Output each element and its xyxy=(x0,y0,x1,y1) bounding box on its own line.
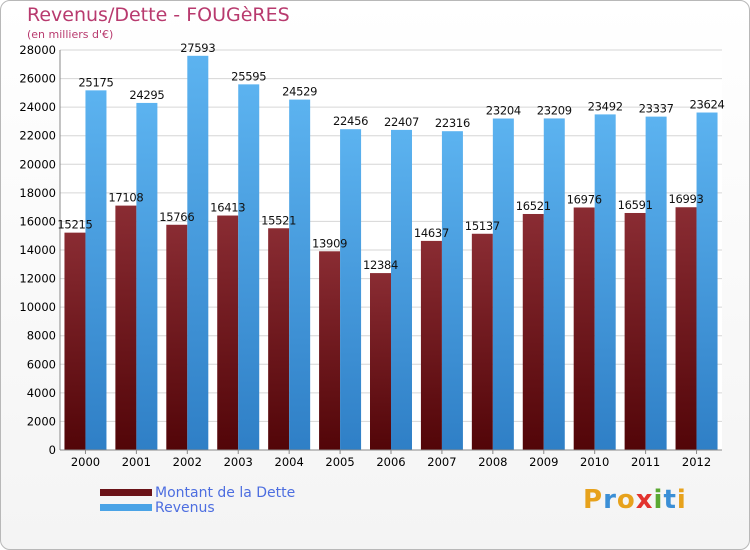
bar-dette-2002 xyxy=(166,224,188,450)
data-label-revenus-2005: 22456 xyxy=(333,114,368,128)
data-label-revenus-2011: 23337 xyxy=(639,102,674,116)
logo-letter: i xyxy=(653,485,664,515)
bar-dette-2000 xyxy=(64,232,86,450)
data-label-dette-2002: 15766 xyxy=(159,210,194,224)
logo-letter: r xyxy=(603,485,617,515)
data-label-dette-2005: 13909 xyxy=(312,236,347,250)
legend-label-revenus: Revenus xyxy=(155,500,215,516)
bar-dette-2009 xyxy=(522,213,544,450)
bar-revenus-2010 xyxy=(594,114,616,451)
data-label-revenus-2008: 23204 xyxy=(486,104,521,118)
data-label-dette-2006: 12384 xyxy=(363,258,398,272)
bar-dette-2004 xyxy=(268,228,290,450)
y-tick-label: 20000 xyxy=(19,157,56,171)
data-label-dette-2001: 17108 xyxy=(108,191,143,205)
y-tick-label: 14000 xyxy=(19,243,56,257)
y-tick-label: 18000 xyxy=(19,186,56,200)
data-label-revenus-2001: 24295 xyxy=(129,88,164,102)
data-label-dette-2011: 16591 xyxy=(618,198,653,212)
bar-dette-2007 xyxy=(420,240,442,450)
logo-letter: i xyxy=(676,485,687,515)
x-tick-label-2011: 2011 xyxy=(631,455,660,469)
bar-revenus-2007 xyxy=(441,131,463,450)
x-tick-label-2008: 2008 xyxy=(478,455,507,469)
data-label-dette-2009: 16521 xyxy=(516,199,551,213)
data-label-revenus-2002: 27593 xyxy=(180,41,215,55)
bar-revenus-2005 xyxy=(340,129,362,450)
y-tick-label: 6000 xyxy=(27,357,56,371)
proxiti-logo: Proxiti xyxy=(583,485,687,515)
legend-swatch-revenus xyxy=(100,504,152,511)
y-tick-label: 26000 xyxy=(19,72,56,86)
x-tick-label-2003: 2003 xyxy=(224,455,253,469)
x-tick-label-2000: 2000 xyxy=(71,455,100,469)
x-tick-label-2007: 2007 xyxy=(427,455,456,469)
chart-subtitle: (en milliers d'€) xyxy=(27,28,114,41)
x-tick-label-2006: 2006 xyxy=(376,455,405,469)
bar-dette-2005 xyxy=(319,251,341,450)
bar-dette-2006 xyxy=(370,273,391,450)
data-label-dette-2000: 15215 xyxy=(57,218,92,232)
y-tick-label: 4000 xyxy=(27,386,56,400)
x-tick-label-2002: 2002 xyxy=(173,455,202,469)
bar-revenus-2002 xyxy=(187,55,209,451)
y-tick-label: 22000 xyxy=(19,129,56,143)
data-label-dette-2008: 15137 xyxy=(465,219,500,233)
data-label-revenus-2009: 23209 xyxy=(537,103,572,117)
bar-dette-2012 xyxy=(675,207,697,450)
data-label-dette-2004: 15521 xyxy=(261,213,296,227)
data-labels: 15215 25175 17108 24295 15766 27593 16413 25595… xyxy=(57,41,724,272)
data-label-revenus-2006: 22407 xyxy=(384,115,419,129)
data-label-dette-2003: 16413 xyxy=(210,201,245,215)
y-axis: 0 2000 4000 6000 8000 10000 12000 14000 16000 180… xyxy=(19,43,61,457)
bar-dette-2010 xyxy=(573,207,595,450)
bar-revenus-2009 xyxy=(543,118,565,450)
x-tick-label-2005: 2005 xyxy=(325,455,354,469)
x-tick-label-2010: 2010 xyxy=(580,455,609,469)
bar-revenus-2003 xyxy=(238,84,260,450)
data-label-revenus-2007: 22316 xyxy=(435,116,470,130)
data-label-dette-2007: 14637 xyxy=(414,226,449,240)
x-tick-label-2001: 2001 xyxy=(122,455,151,469)
data-label-revenus-2000: 25175 xyxy=(78,75,113,89)
data-label-revenus-2003: 25595 xyxy=(231,69,266,83)
chart-title: Revenus/Dette - FOUGèRES xyxy=(27,4,290,26)
x-axis: 2000 2001 2002 2003 2004 2005 2006 2007 2008 2009… xyxy=(60,449,722,469)
bar-dette-2001 xyxy=(115,205,137,450)
logo-letter: t xyxy=(663,485,677,515)
bar-revenus-2008 xyxy=(492,118,514,450)
data-label-dette-2010: 16976 xyxy=(567,192,602,206)
y-tick-label: 28000 xyxy=(19,43,56,57)
y-tick-label: 12000 xyxy=(19,272,56,286)
logo-letter: o xyxy=(616,485,636,515)
bar-revenus-2000 xyxy=(85,90,107,450)
bar-revenus-2004 xyxy=(289,99,311,450)
data-label-revenus-2004: 24529 xyxy=(282,85,317,99)
x-tick-label-2009: 2009 xyxy=(529,455,558,469)
bar-revenus-2006 xyxy=(391,129,412,450)
legend-swatch-debt xyxy=(100,489,152,496)
bar-dette-2008 xyxy=(471,233,493,450)
bar-revenus-2012 xyxy=(696,112,718,450)
data-label-revenus-2010: 23492 xyxy=(588,99,623,113)
y-tick-label: 24000 xyxy=(19,100,56,114)
bars xyxy=(64,55,718,451)
logo-letter: P xyxy=(583,485,604,515)
data-label-dette-2012: 16993 xyxy=(668,192,703,206)
y-tick-label: 2000 xyxy=(27,414,56,428)
bar-revenus-2011 xyxy=(645,116,667,450)
data-label-revenus-2012: 23624 xyxy=(689,98,724,112)
y-tick-label: 0 xyxy=(49,443,56,457)
x-tick-label-2004: 2004 xyxy=(275,455,304,469)
y-tick-label: 10000 xyxy=(19,300,56,314)
logo-letter: x xyxy=(635,485,654,515)
bar-dette-2011 xyxy=(624,212,646,450)
legend-label-debt: Montant de la Dette xyxy=(155,485,296,501)
bar-dette-2003 xyxy=(217,215,239,450)
bar-revenus-2001 xyxy=(136,102,158,450)
x-tick-label-2012: 2012 xyxy=(682,455,711,469)
y-tick-label: 16000 xyxy=(19,214,56,228)
y-tick-label: 8000 xyxy=(27,329,56,343)
